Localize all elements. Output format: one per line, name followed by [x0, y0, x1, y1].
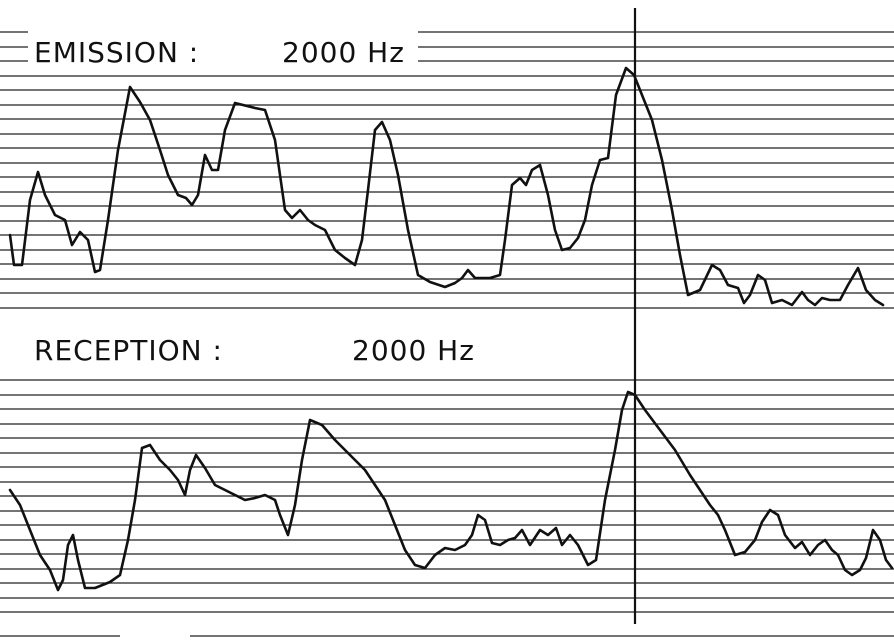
reception-label: RECEPTION :	[34, 334, 223, 367]
label-backing	[28, 30, 418, 70]
emission-trace	[8, 66, 885, 307]
emission-label: EMISSION :	[34, 36, 199, 69]
reception-trace	[8, 390, 894, 592]
ruled-lines	[0, 31, 894, 637]
emission-frequency: 2000 Hz	[282, 36, 405, 69]
reception-frequency: 2000 Hz	[352, 334, 475, 367]
label-backing	[28, 326, 548, 372]
